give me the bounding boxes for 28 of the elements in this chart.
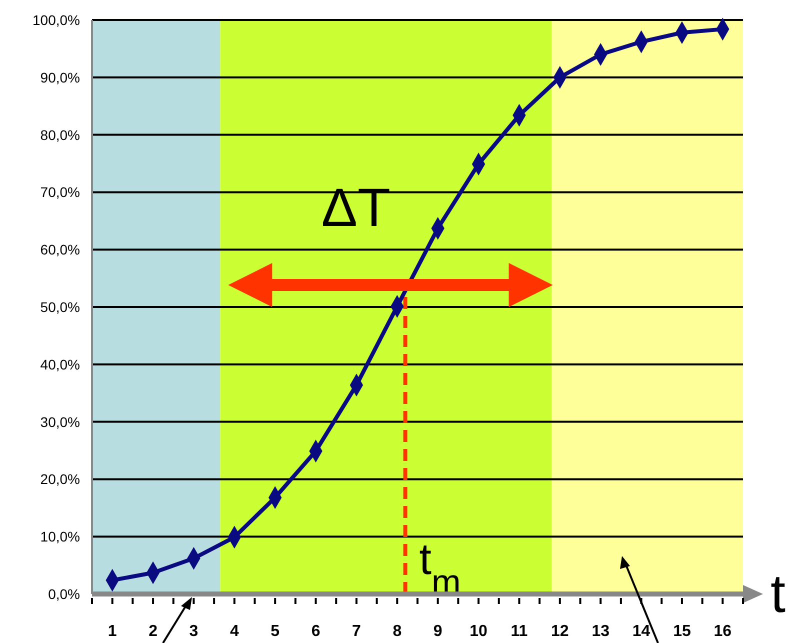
x-tick-label: 13 <box>592 623 610 640</box>
y-tick-label: 0,0% <box>48 586 80 602</box>
y-tick-label: 90,0% <box>40 69 80 86</box>
x-tick-label: 14 <box>632 623 650 640</box>
y-tick-label: 50,0% <box>40 299 80 315</box>
x-tick-label: 4 <box>230 623 239 640</box>
y-tick-label: 30,0% <box>40 414 80 430</box>
y-tick-label: 10,0% <box>40 528 80 545</box>
x-tick-label: 12 <box>551 623 569 640</box>
y-tick-label: 60,0% <box>40 242 80 258</box>
x-tick-label: 1 <box>108 623 117 640</box>
x-tick-label: 2 <box>148 623 158 640</box>
x-tick-label: 15 <box>673 623 691 640</box>
x-tick-label: 3 <box>189 623 198 640</box>
x-tick-label: 11 <box>510 623 528 640</box>
x-tick-label: 8 <box>392 623 402 640</box>
y-tick-label: 80,0% <box>40 126 80 143</box>
x-tick-label: 6 <box>311 623 320 640</box>
x-tick-label: 7 <box>352 623 362 640</box>
x-tick-label: 9 <box>433 623 442 640</box>
x-axis-title: t <box>770 564 786 624</box>
x-tick-label: 10 <box>470 623 488 640</box>
x-tick-label: 16 <box>714 623 732 640</box>
x-tick-label: 5 <box>270 623 280 640</box>
y-tick-label: 20,0% <box>40 471 80 488</box>
y-tick-label: 40,0% <box>40 356 80 372</box>
y-tick-label: 100,0% <box>32 12 80 28</box>
y-tick-label: 70,0% <box>40 184 80 200</box>
